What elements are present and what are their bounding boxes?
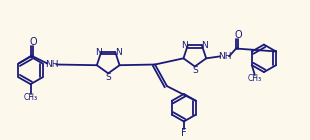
Text: N: N [115, 48, 122, 57]
Text: N: N [181, 41, 188, 50]
Text: N: N [95, 48, 102, 57]
Text: O: O [234, 30, 242, 40]
Text: F: F [181, 128, 187, 138]
Text: CH₃: CH₃ [248, 74, 262, 83]
Text: S: S [105, 73, 111, 82]
Text: NH: NH [46, 60, 59, 69]
Text: NH: NH [218, 52, 232, 61]
Text: N: N [202, 41, 208, 50]
Text: CH₃: CH₃ [24, 93, 38, 102]
Text: S: S [192, 66, 198, 75]
Text: O: O [30, 37, 37, 47]
